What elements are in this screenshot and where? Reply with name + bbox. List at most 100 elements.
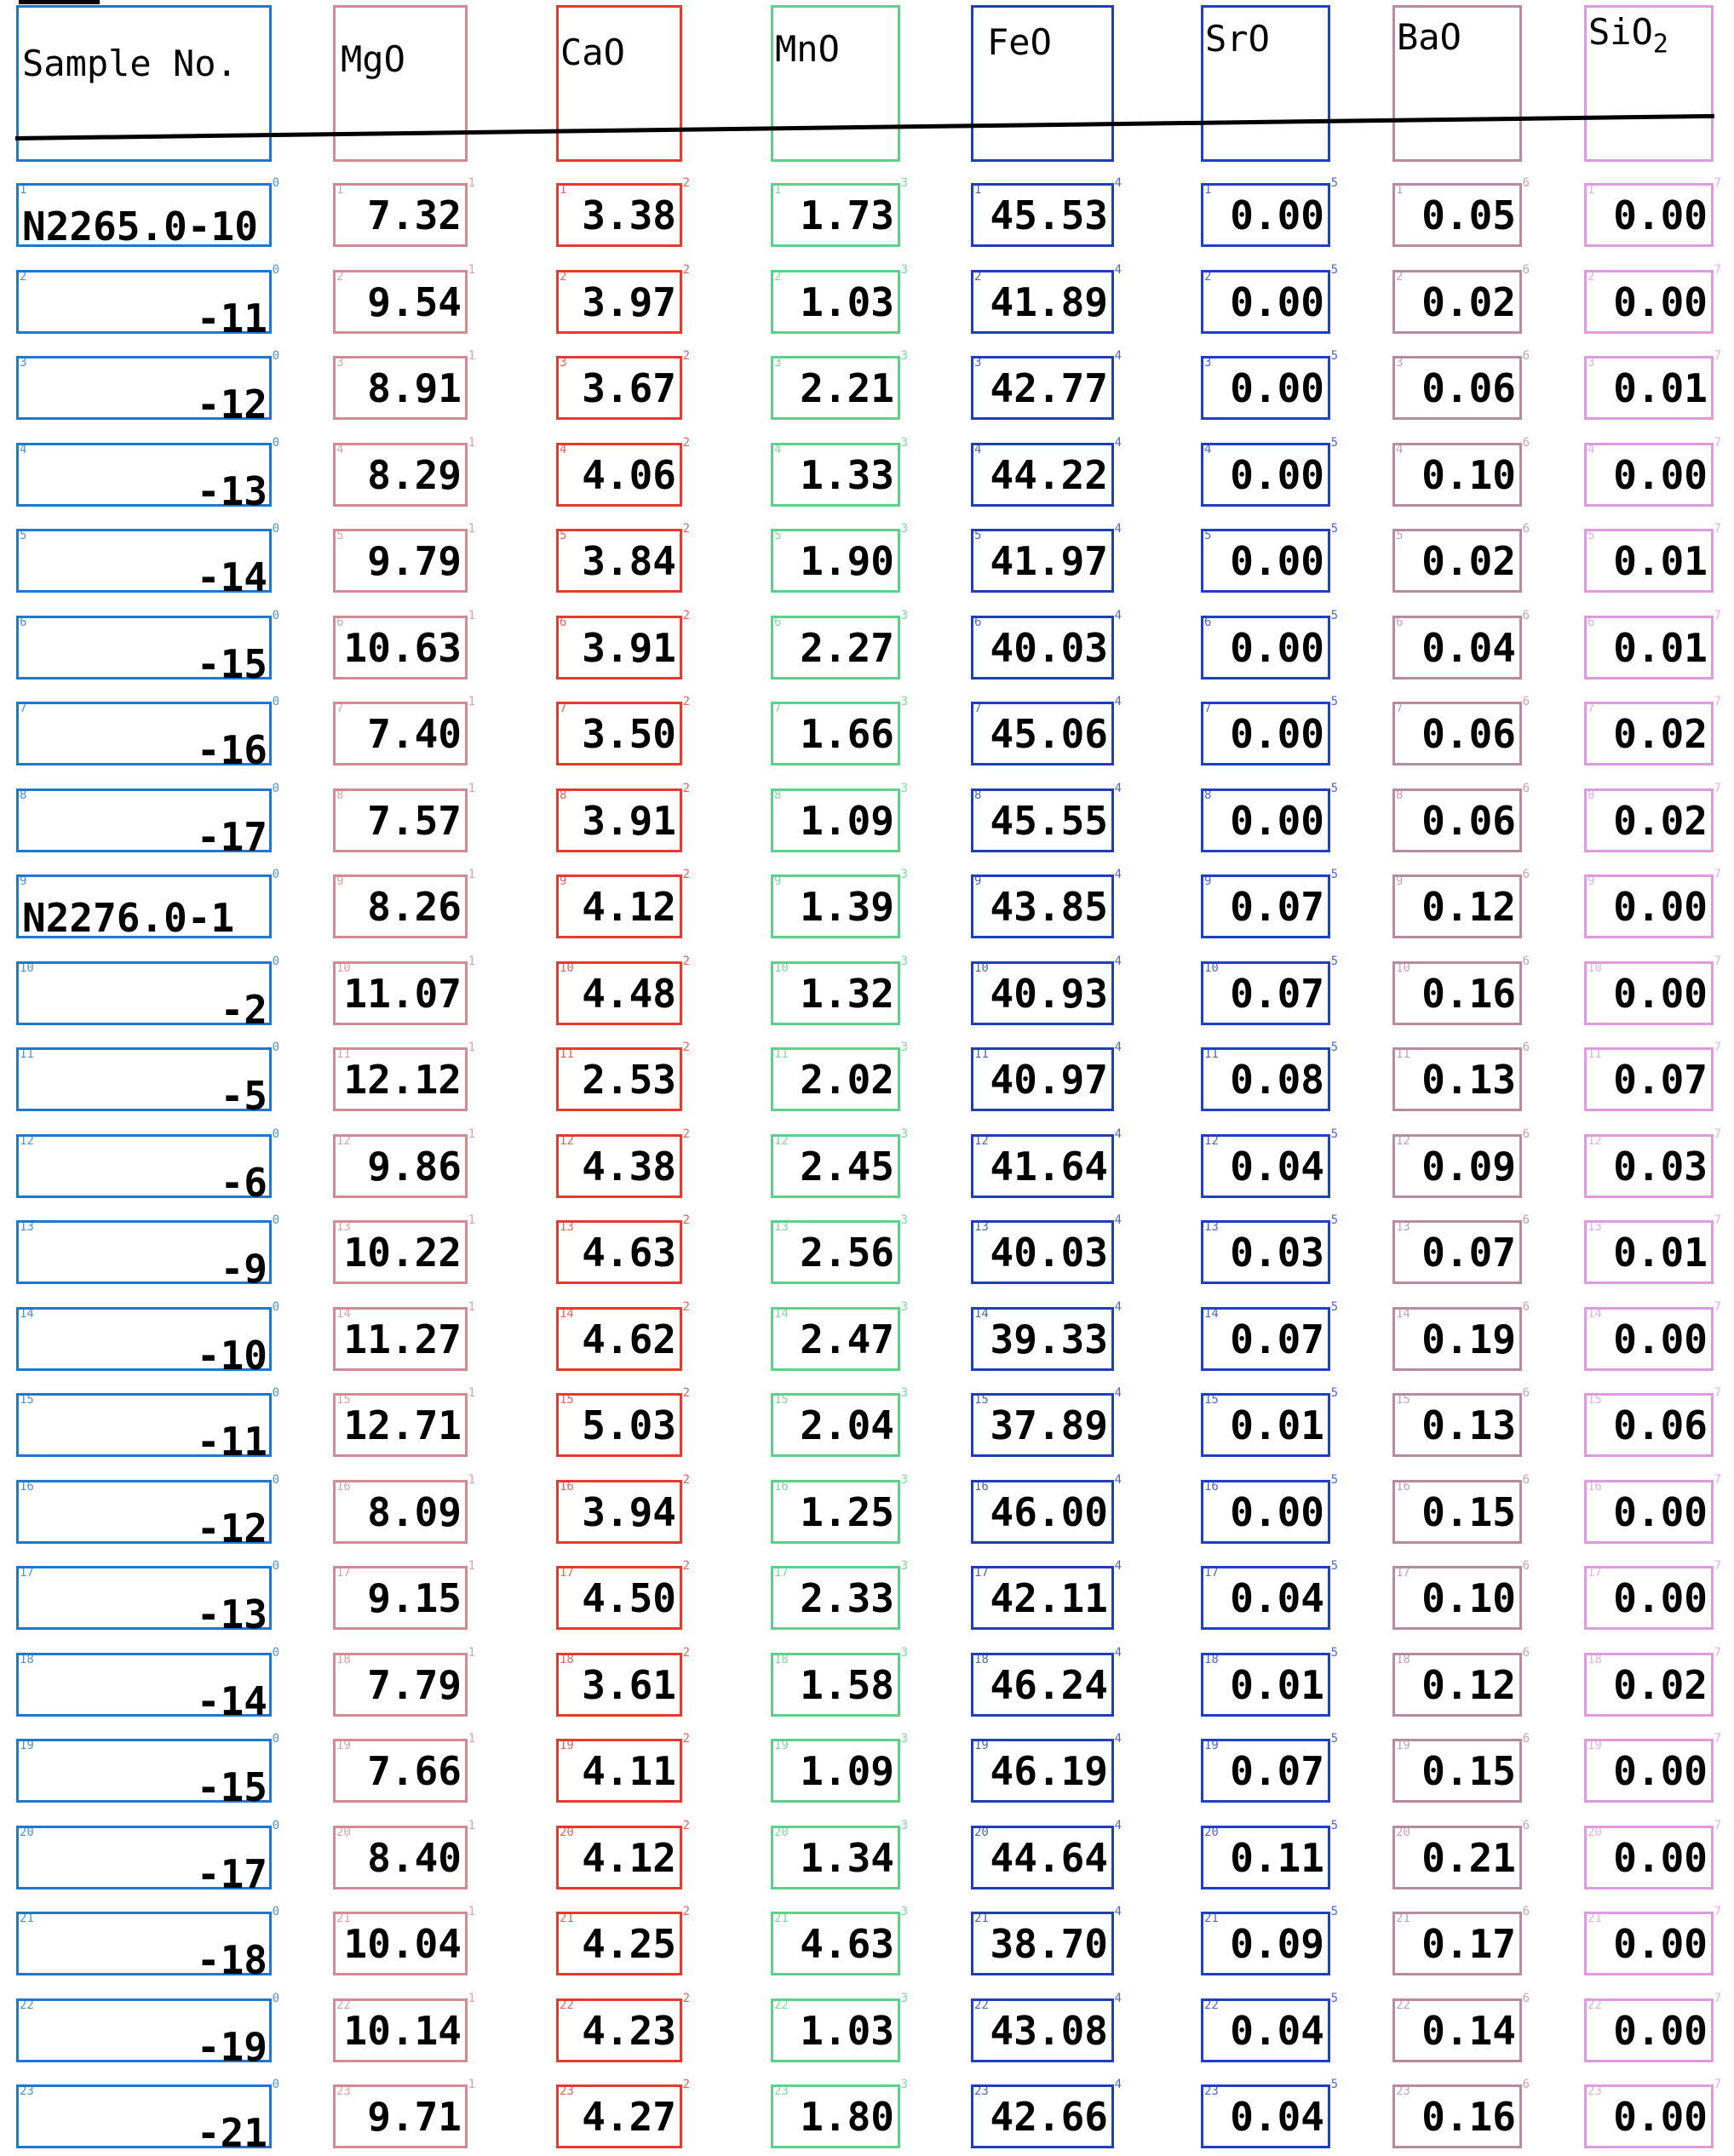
- column-index-label: 3: [900, 1473, 908, 1487]
- table-cell-sro: 0.03 13 5: [1201, 1214, 1338, 1284]
- row-index-label: 7: [774, 702, 782, 715]
- oxide-value: 0.01: [1613, 625, 1708, 671]
- row-index-label: 23: [1204, 2084, 1219, 2098]
- table-cell-mgo: 7.66 19 1: [333, 1733, 475, 1803]
- row-index-label: 9: [1588, 874, 1595, 888]
- table-cell-cao: 4.62 14 2: [556, 1301, 690, 1371]
- table-cell-mgo: 8.26 9 1: [333, 869, 475, 938]
- oxide-value: 0.16: [1421, 971, 1516, 1017]
- column-index-label: 6: [1522, 955, 1530, 968]
- sample-id: -13: [196, 1591, 267, 1637]
- table-cell-sample: -14 5 0: [16, 523, 279, 597]
- oxide-value: 1.34: [800, 1835, 894, 1881]
- oxide-value: 37.89: [990, 1402, 1108, 1448]
- oxide-value: 8.29: [367, 452, 462, 498]
- table-cell-sio2: 0.00 1 7: [1584, 177, 1721, 247]
- oxide-value: 0.13: [1421, 1057, 1516, 1103]
- oxide-value: 0.04: [1421, 625, 1516, 671]
- header-sio2-subscript: 2: [1652, 29, 1668, 60]
- oxide-value: 0.14: [1421, 2008, 1516, 2054]
- oxide-value: 42.77: [990, 365, 1108, 411]
- table-cell-mno: 1.32 10 3: [771, 955, 908, 1025]
- oxide-value: 10.22: [343, 1230, 462, 1276]
- row-index-label: 20: [1588, 1826, 1602, 1839]
- table-cell-mgo: 7.40 7 1: [333, 696, 475, 765]
- column-index-label: 5: [1330, 1300, 1338, 1314]
- column-index-label: 0: [272, 2078, 279, 2091]
- column-index-label: 1: [468, 2078, 475, 2091]
- table-cell-sio2: 0.01 13 7: [1584, 1214, 1721, 1284]
- table-cell-mgo: 10.14 22 1: [333, 1993, 475, 2062]
- column-index-label: 6: [1522, 782, 1530, 795]
- row-index-label: 1: [774, 183, 782, 197]
- column-index-label: 7: [1714, 1300, 1721, 1314]
- sample-id: -5: [220, 1073, 267, 1119]
- table-cell-mgo: 9.79 5 1: [333, 523, 475, 593]
- row-index-label: 14: [20, 1307, 34, 1321]
- sample-id: -15: [196, 1764, 267, 1810]
- column-index-label: 6: [1522, 263, 1530, 277]
- table-cell-mno: 4.63 21 3: [771, 1906, 908, 1975]
- oxide-value: 1.80: [800, 2094, 894, 2140]
- oxide-value: 2.33: [800, 1575, 894, 1621]
- table-cell-feo: 42.11 17 4: [971, 1560, 1122, 1630]
- table-cell-mgo: 9.15 17 1: [333, 1560, 475, 1630]
- row-index-label: 21: [20, 1912, 34, 1925]
- oxide-value: 0.17: [1421, 1921, 1516, 1967]
- table-cell-sample: -10 14 0: [16, 1301, 279, 1375]
- table-cell-mno: 1.03 2 3: [771, 264, 908, 334]
- table-cell-cao: 4.50 17 2: [556, 1560, 690, 1630]
- column-index-label: 2: [682, 1732, 690, 1746]
- table-cell-bao: 0.07 13 6: [1392, 1214, 1530, 1284]
- row-index-label: 6: [1396, 616, 1404, 629]
- table-cell-bao: 0.17 21 6: [1392, 1906, 1530, 1975]
- oxide-value: 0.00: [1613, 2008, 1708, 2054]
- sample-id: -16: [196, 727, 267, 773]
- row-index-label: 5: [1204, 529, 1212, 542]
- row-index-label: 9: [774, 874, 782, 888]
- column-index-label: 4: [1114, 1732, 1122, 1746]
- oxide-value: 0.01: [1613, 365, 1708, 411]
- row-index-label: 12: [974, 1134, 989, 1148]
- oxide-value: 10.14: [343, 2008, 462, 2054]
- table-cell-mgo: 9.86 12 1: [333, 1128, 475, 1198]
- table-cell-cao: 4.25 21 2: [556, 1906, 690, 1975]
- sample-id: -12: [196, 1505, 267, 1551]
- oxide-value: 1.39: [800, 884, 894, 930]
- table-cell-bao: 0.16 23 6: [1392, 2079, 1530, 2148]
- column-index-label: 4: [1114, 522, 1122, 536]
- column-index-label: 0: [272, 176, 279, 190]
- oxide-value: 41.89: [990, 279, 1108, 325]
- oxide-value: 0.07: [1613, 1057, 1708, 1103]
- oxide-value: 1.25: [800, 1489, 894, 1535]
- column-index-label: 7: [1714, 955, 1721, 968]
- header-sample-no: Sample No.: [22, 43, 238, 84]
- table-cell-sample: -17 8 0: [16, 783, 279, 857]
- column-index-label: 2: [682, 1646, 690, 1660]
- row-index-label: 7: [1396, 702, 1404, 715]
- table-cell-mgo: 7.32 1 1: [333, 177, 475, 247]
- oxide-value: 1.32: [800, 971, 894, 1017]
- table-cell-mno: 2.21 3 3: [771, 350, 908, 420]
- row-index-label: 20: [336, 1826, 351, 1839]
- row-index-label: 23: [560, 2084, 574, 2098]
- table-cell-feo: 44.64 20 4: [971, 1820, 1122, 1889]
- table-cell-sro: 0.07 19 5: [1201, 1733, 1338, 1803]
- table-cell-sample: -17 20 0: [16, 1820, 279, 1894]
- oxide-value: 4.25: [582, 1921, 676, 1967]
- oxide-value: 0.00: [1613, 2094, 1708, 2140]
- row-index-label: 17: [1396, 1566, 1410, 1580]
- table-cell-cao: 3.84 5 2: [556, 523, 690, 593]
- oxide-value: 0.00: [1230, 1489, 1324, 1535]
- row-index-label: 10: [1204, 961, 1219, 975]
- table-cell-mno: 1.34 20 3: [771, 1820, 908, 1889]
- column-index-label: 6: [1522, 1819, 1530, 1832]
- oxide-value: 4.27: [582, 2094, 676, 2140]
- row-index-label: 3: [20, 356, 27, 370]
- column-index-label: 3: [900, 1732, 908, 1746]
- row-index-label: 5: [336, 529, 344, 542]
- table-cell-bao: 0.02 2 6: [1392, 264, 1530, 334]
- oxide-value: 2.27: [800, 625, 894, 671]
- column-index-label: 6: [1522, 1213, 1530, 1227]
